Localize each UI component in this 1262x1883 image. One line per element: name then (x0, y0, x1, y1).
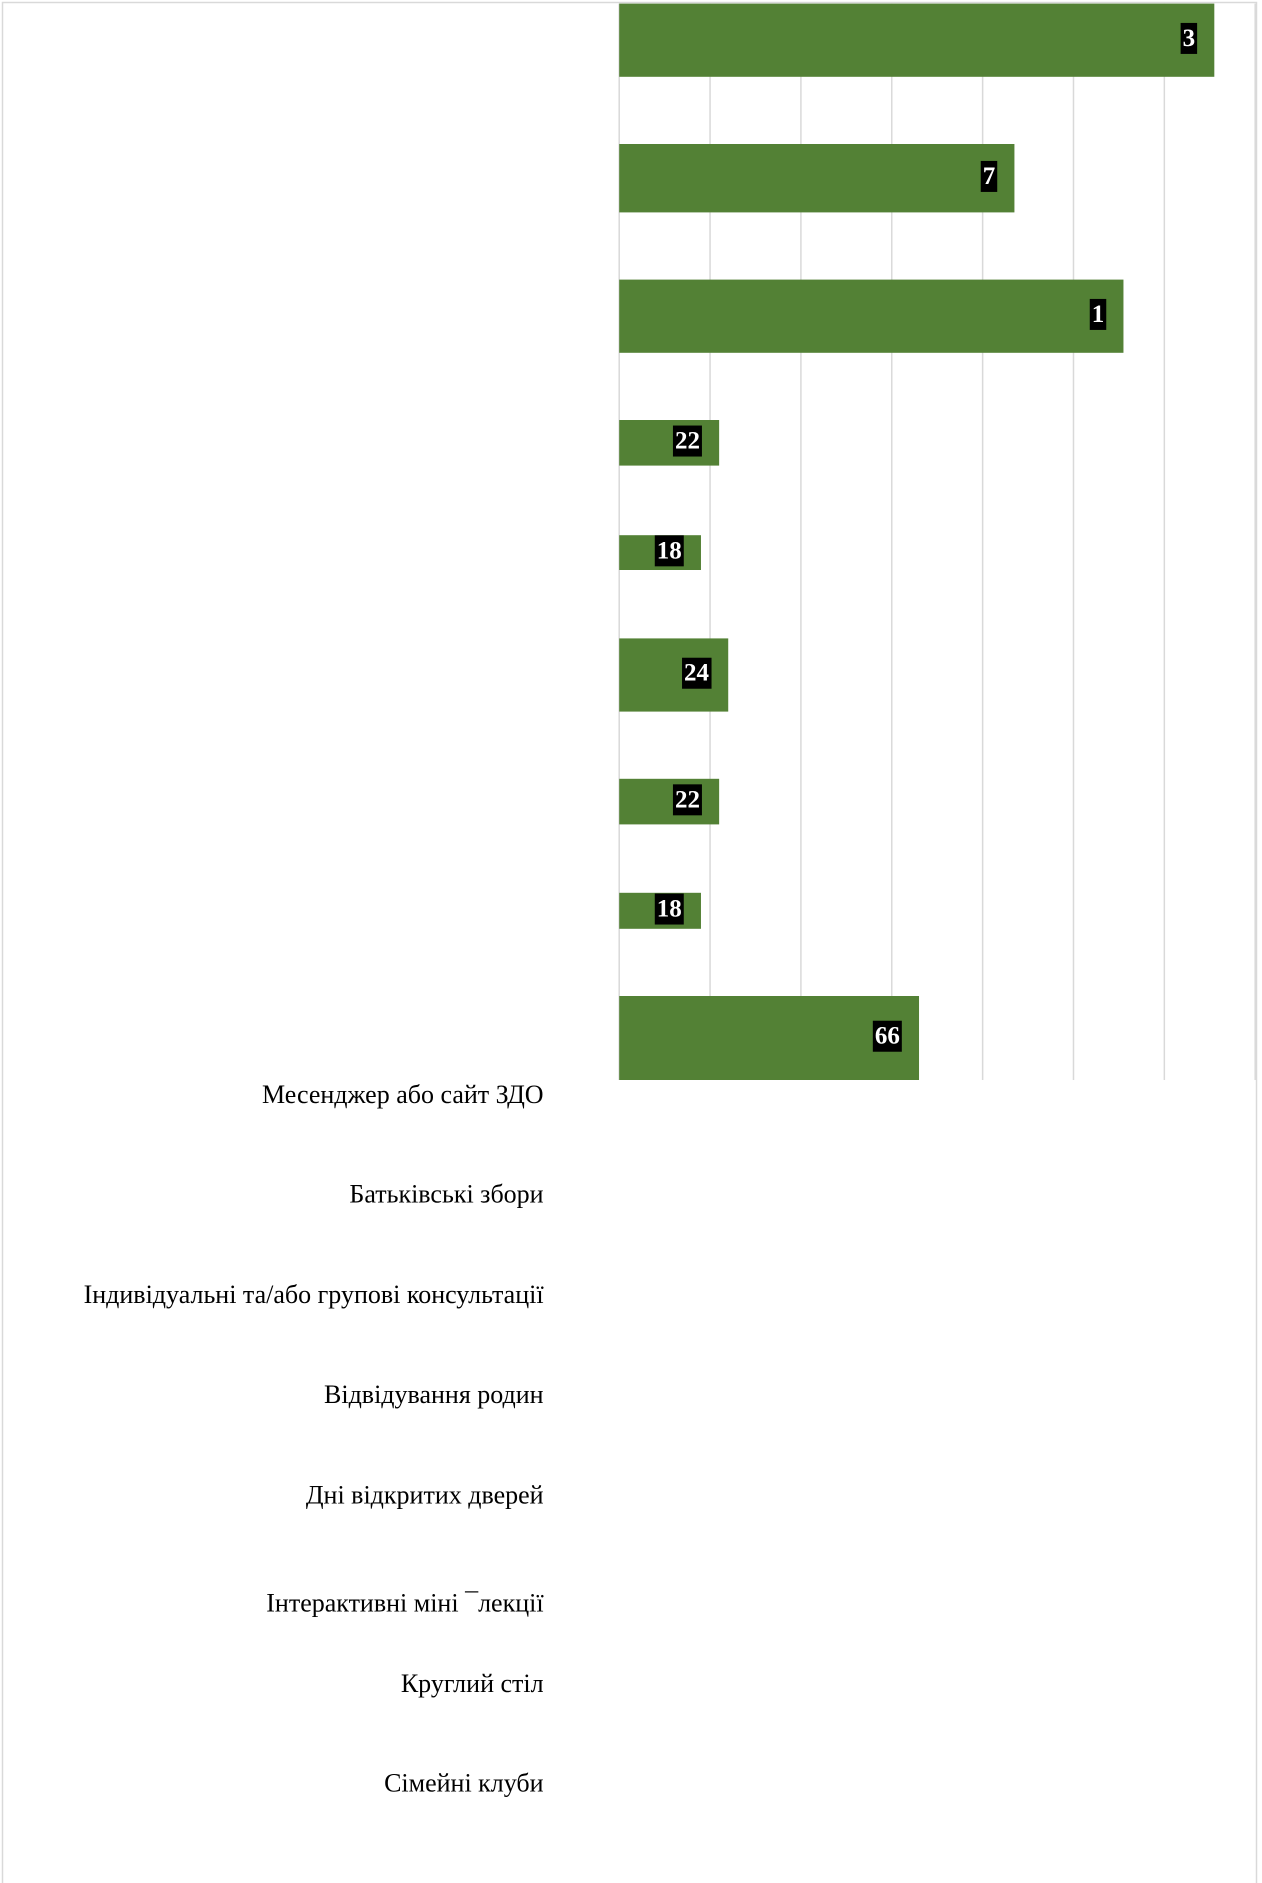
y-tick-label: Месенджер або сайт ЗДО (262, 1080, 544, 1109)
data-label: 22 (675, 786, 700, 813)
bar (619, 279, 1124, 353)
data-label: 3 (1183, 25, 1196, 52)
data-label-box (1089, 298, 1107, 330)
y-tick-label: Дні відкритих дверей (306, 1481, 544, 1510)
bar (619, 638, 729, 712)
data-label: 24 (684, 660, 710, 687)
data-label-box (654, 535, 684, 567)
data-label-box (682, 657, 712, 689)
data-label-box (980, 160, 998, 192)
y-tick-label: Інтерактивні міні ¯лекції (266, 1589, 544, 1618)
bars (619, 3, 1215, 1080)
data-label: 66 (875, 1023, 900, 1050)
data-label: 7 (983, 163, 996, 190)
data-label: 18 (657, 537, 682, 564)
bar (619, 996, 920, 1080)
bar (619, 3, 1215, 77)
data-label-box (872, 1020, 902, 1052)
y-tick-label: Індивідуальні та/або групові консультаці… (84, 1280, 545, 1309)
bar (619, 778, 720, 825)
data-label: 22 (675, 428, 700, 455)
data-label: 18 (657, 896, 682, 923)
data-label-box (672, 784, 702, 816)
data-label-box (1180, 22, 1198, 54)
y-tick-label: Батьківські збори (349, 1179, 543, 1208)
data-label-box (654, 893, 684, 925)
y-tick-label: Круглий стіл (401, 1669, 544, 1698)
data-label: 1 (1092, 301, 1105, 328)
bar (619, 420, 720, 466)
data-label-box (672, 425, 702, 457)
y-tick-label: Сімейні клуби (384, 1769, 544, 1798)
bar (619, 144, 1015, 213)
y-tick-label: Відвідування родин (324, 1380, 544, 1409)
